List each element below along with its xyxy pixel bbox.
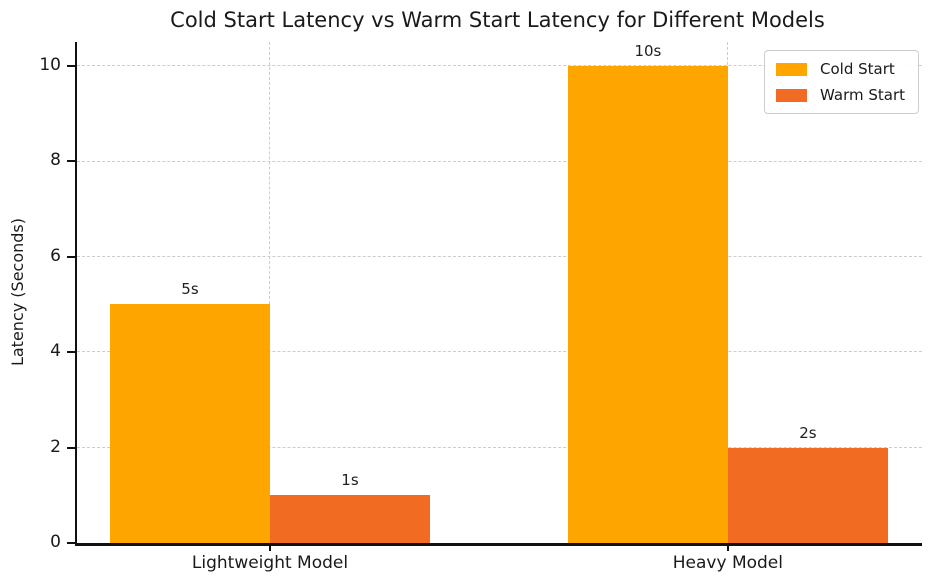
y-tick-mark [67, 255, 75, 258]
y-tick-mark [67, 64, 75, 67]
legend-item: Warm Start [776, 86, 905, 104]
bar-cold-start-2 [567, 65, 728, 543]
legend-swatch-warm-start [776, 88, 807, 102]
y-tick-mark [67, 351, 75, 354]
bar-cold-start-1 [109, 304, 270, 543]
h-gridline [77, 446, 922, 448]
legend-label: Warm Start [820, 86, 905, 104]
y-tick-label: 10 [39, 54, 61, 75]
y-tick-mark [67, 542, 75, 544]
y-tick-label: 0 [50, 532, 61, 552]
x-tick-mark [268, 543, 271, 551]
y-tick-label: 2 [50, 436, 61, 457]
y-tick-mark [67, 446, 75, 449]
h-gridline [77, 160, 922, 162]
y-tick-label: 6 [50, 245, 61, 266]
x-tick-label: Heavy Model [672, 553, 783, 573]
v-gridline [269, 42, 271, 543]
bar-value-label: 5s [181, 280, 199, 299]
legend-swatch-cold-start [776, 62, 807, 76]
legend-label: Cold Start [820, 60, 895, 78]
bar-warm-start-2 [727, 447, 888, 543]
y-tick-label: 8 [50, 150, 61, 171]
h-gridline [77, 65, 922, 67]
legend: Cold Start Warm Start [764, 50, 919, 114]
y-tick-label: 4 [50, 341, 61, 362]
bar-value-label: 1s [341, 471, 359, 490]
h-gridline [77, 256, 922, 257]
x-tick-label: Lightweight Model [191, 553, 349, 573]
bar-warm-start-1 [269, 495, 430, 543]
chart-title: Cold Start Latency vs Warm Start Latency… [170, 8, 825, 32]
h-gridline [77, 351, 922, 353]
legend-item: Cold Start [776, 60, 905, 78]
plot-area: 0 2 4 6 8 10 Lightweight Model Heavy Model 5s 10s… [39, 41, 922, 573]
bar-value-label: 10s [634, 41, 662, 60]
x-tick-mark [726, 543, 729, 551]
y-tick-mark [67, 160, 75, 163]
y-axis-label: Latency (Seconds) [4, 42, 30, 543]
bar-value-label: 2s [799, 423, 817, 442]
